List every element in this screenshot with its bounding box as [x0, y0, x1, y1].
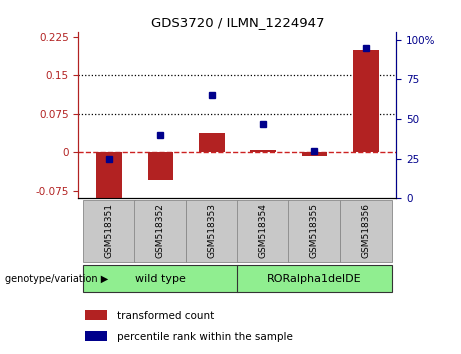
Text: GSM518352: GSM518352 [156, 204, 165, 258]
Text: transformed count: transformed count [117, 311, 214, 321]
Bar [353, 50, 378, 152]
Text: GSM518356: GSM518356 [361, 204, 370, 258]
Text: genotype/variation ▶: genotype/variation ▶ [5, 274, 108, 284]
FancyBboxPatch shape [186, 200, 238, 262]
Bar [85, 310, 107, 320]
FancyBboxPatch shape [135, 200, 186, 262]
Text: GSM518351: GSM518351 [105, 204, 114, 258]
Text: GSM518354: GSM518354 [259, 204, 267, 258]
Text: GSM518355: GSM518355 [310, 204, 319, 258]
Bar [85, 331, 107, 341]
Bar [301, 152, 327, 156]
FancyBboxPatch shape [237, 200, 289, 262]
Text: percentile rank within the sample: percentile rank within the sample [117, 332, 292, 342]
Title: GDS3720 / ILMN_1224947: GDS3720 / ILMN_1224947 [151, 16, 324, 29]
Text: GSM518353: GSM518353 [207, 204, 216, 258]
FancyBboxPatch shape [83, 200, 135, 262]
Text: wild type: wild type [135, 274, 186, 284]
Bar [96, 152, 122, 201]
FancyBboxPatch shape [237, 265, 392, 292]
FancyBboxPatch shape [289, 200, 340, 262]
Text: RORalpha1delDE: RORalpha1delDE [267, 274, 362, 284]
Bar [250, 150, 276, 152]
Bar [199, 133, 225, 152]
FancyBboxPatch shape [83, 265, 238, 292]
Bar [148, 152, 173, 180]
FancyBboxPatch shape [340, 200, 392, 262]
